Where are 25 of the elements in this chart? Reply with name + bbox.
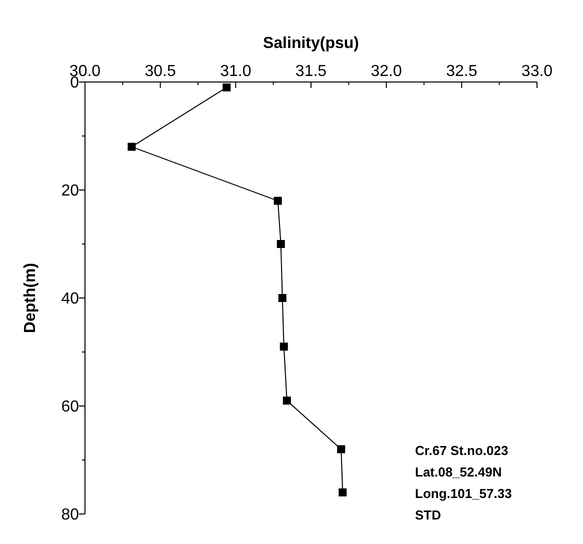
annotation: STD [415, 508, 441, 522]
x-tick-label: 31.0 [220, 63, 252, 80]
x-tick-label: 32.5 [446, 63, 478, 80]
annotation: Long.101_57.33 [415, 486, 512, 501]
annotation: Lat.08_52.49N [415, 464, 502, 480]
y-tick-label: 40 [61, 290, 80, 308]
x-tick-label: 31.5 [295, 63, 327, 80]
x-tick-label: 30.5 [144, 63, 176, 80]
point [128, 142, 136, 151]
point [276, 240, 285, 248]
point [280, 342, 288, 351]
x-axis-title: Salinity(psu) [262, 35, 360, 52]
point [338, 488, 347, 496]
point [274, 196, 282, 205]
x-tick-label: 33.0 [521, 63, 553, 80]
x-tick-label: 32.0 [370, 63, 402, 80]
y-tick-label: 60 [61, 398, 80, 416]
point [337, 445, 346, 454]
annotation: Cr.67 St.no.023 [415, 443, 508, 458]
point [222, 83, 231, 92]
y-tick-label: 20 [61, 182, 80, 200]
y-axis-title: Depth(m) [22, 262, 39, 334]
point [278, 294, 286, 302]
point [282, 396, 291, 405]
y-tick-label: 80 [61, 506, 80, 524]
